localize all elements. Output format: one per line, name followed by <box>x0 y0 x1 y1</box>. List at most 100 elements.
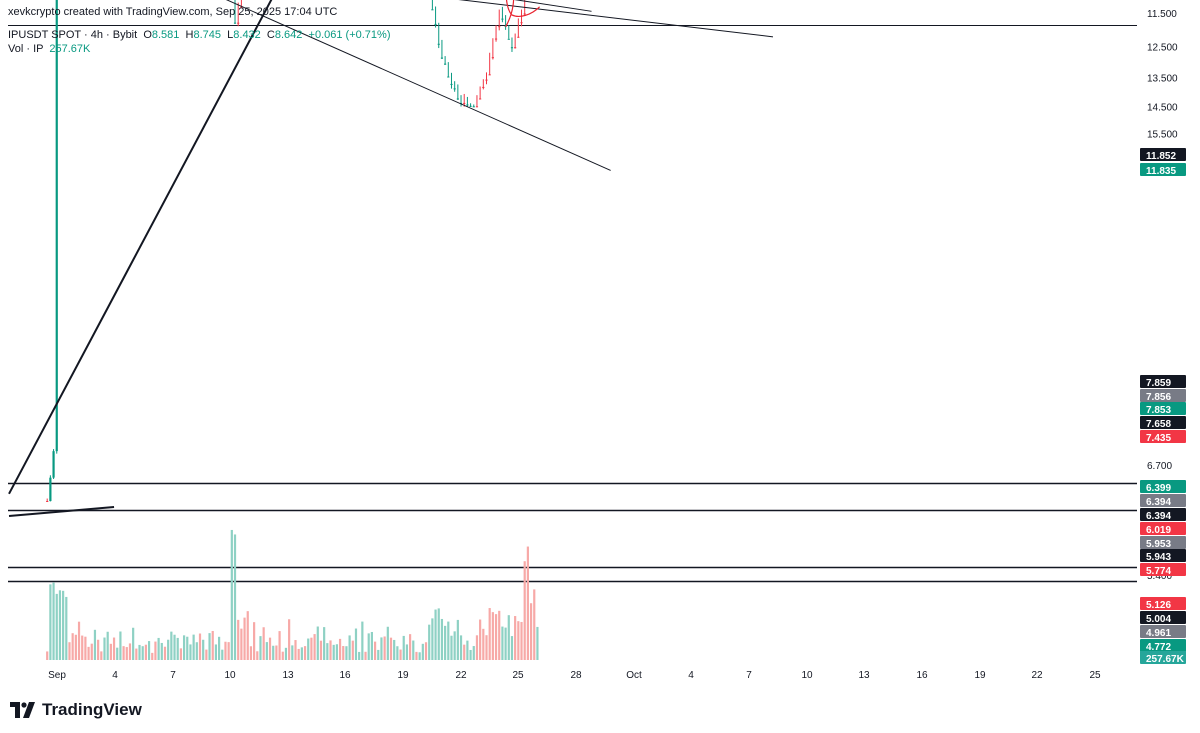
volume-bar <box>125 647 128 660</box>
price-tag-text: 5.774 <box>1146 566 1171 577</box>
volume-bar <box>482 628 485 660</box>
volume-bar <box>329 640 332 660</box>
volume-bar <box>103 637 106 660</box>
price-tag-background <box>1140 375 1186 388</box>
volume-bar <box>303 646 307 660</box>
price-tag-background <box>1140 508 1186 521</box>
price-tag-background <box>1140 148 1186 161</box>
volume-bar <box>453 631 456 660</box>
price-tag: 7.853 <box>1140 402 1186 416</box>
candle-body <box>491 57 494 59</box>
volume-bar <box>472 646 475 660</box>
volume-bar <box>240 628 243 660</box>
volume-legend: Vol · IP 257.67K <box>8 43 90 55</box>
volume-bar <box>507 615 510 660</box>
volume-bar <box>151 652 154 660</box>
volume-bar <box>351 640 354 660</box>
x-tick-label: 19 <box>974 670 986 681</box>
y-tick-label: 14.500 <box>1147 102 1178 113</box>
volume-bar <box>300 647 303 660</box>
volume-bar <box>434 609 437 660</box>
volume-bar <box>536 626 539 660</box>
symbol-title[interactable]: IPUSDT SPOT · 4h · Bybit <box>8 29 138 41</box>
price-axis: 15.50014.50013.50012.50011.50010.50010.0… <box>1140 9 1186 665</box>
candle <box>507 25 510 40</box>
volume-bar <box>323 627 326 660</box>
volume-bar <box>354 628 358 660</box>
volume-bar <box>291 645 294 660</box>
candle-body <box>444 63 447 65</box>
low-value: 8.432 <box>233 29 261 41</box>
volume-bar <box>332 644 335 660</box>
volume-bar <box>62 590 65 660</box>
candle-body <box>450 83 453 85</box>
volume-bar <box>288 619 291 660</box>
candle-body <box>456 98 459 100</box>
candle <box>491 38 494 60</box>
volume-bar <box>310 637 313 660</box>
price-tag-text: 7.435 <box>1146 433 1171 444</box>
volume-bar <box>218 636 221 660</box>
price-tag-text: 5.953 <box>1146 539 1171 550</box>
trend-line-drawings <box>8 0 774 517</box>
volume-bar <box>265 642 268 660</box>
volume-bar <box>46 651 49 660</box>
price-tag-background <box>1140 625 1186 638</box>
volume-label[interactable]: Vol · IP <box>8 43 44 55</box>
x-tick-label: 22 <box>455 670 467 681</box>
volume-bar <box>268 637 272 660</box>
candle-body <box>514 47 517 49</box>
volume-bar <box>84 636 87 660</box>
volume-bar <box>100 651 103 660</box>
price-tag: 5.126 <box>1140 597 1186 611</box>
candle-body <box>507 38 510 40</box>
candle-body <box>434 23 437 25</box>
volume-bar <box>189 644 192 660</box>
high-value: 8.745 <box>193 29 222 41</box>
volume-bar <box>147 641 151 660</box>
open-label: O <box>143 29 152 41</box>
volume-bar <box>367 633 370 660</box>
red-annotations <box>505 0 541 28</box>
volume-bar <box>237 619 240 660</box>
price-tag: 7.435 <box>1140 430 1186 444</box>
volume-bar <box>233 534 237 660</box>
volume-bar <box>421 643 424 660</box>
ascending-channel-top <box>225 0 611 171</box>
candle <box>431 0 434 11</box>
price-tag-text: 6.019 <box>1146 525 1171 536</box>
candle-body <box>479 98 482 100</box>
tradingview-brand[interactable]: TradingView <box>10 700 142 720</box>
price-tag-background <box>1140 389 1186 402</box>
volume-bar <box>205 649 208 660</box>
candle-body <box>485 79 488 81</box>
candle-body <box>488 74 491 76</box>
price-tag-text: 11.835 <box>1146 166 1176 177</box>
volume-bar <box>383 636 386 660</box>
volume-bar <box>195 642 198 660</box>
candle-body <box>498 26 501 28</box>
volume-bar <box>491 612 494 660</box>
volume-bar <box>58 590 62 660</box>
volume-bar <box>93 629 97 660</box>
volume-bar <box>97 639 100 660</box>
lower-trendline <box>8 506 115 517</box>
price-tag: 5.953 <box>1140 536 1186 550</box>
candle <box>479 86 482 100</box>
volume-bar <box>176 637 179 660</box>
candle <box>472 104 475 108</box>
volume-bar <box>65 596 68 660</box>
candle <box>453 81 456 92</box>
volume-bar <box>405 644 409 660</box>
volume-bar <box>249 646 253 660</box>
y-tick-label: 13.500 <box>1147 74 1178 85</box>
volume-bar <box>160 642 163 660</box>
volume-bar <box>463 644 466 660</box>
x-tick-label: Sep <box>48 670 66 681</box>
candle <box>504 15 507 30</box>
volume-bar <box>262 627 265 660</box>
price-tag: 7.658 <box>1140 416 1186 430</box>
price-tag-background <box>1140 402 1186 415</box>
price-tag-background <box>1140 536 1186 549</box>
